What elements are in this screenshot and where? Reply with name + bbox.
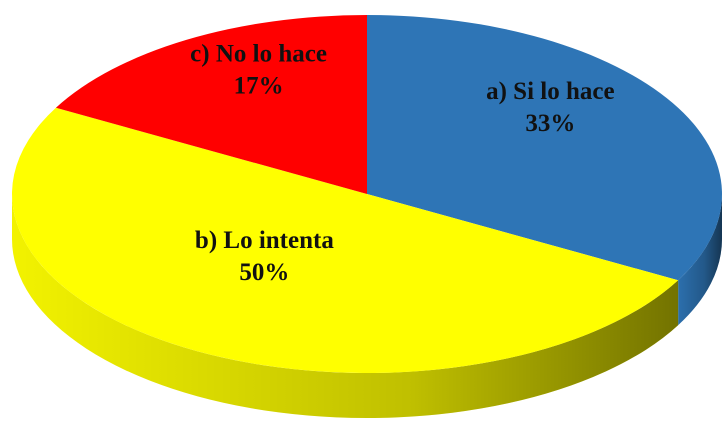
slice-side-shade — [12, 194, 679, 418]
slice — [55, 15, 367, 194]
slice — [367, 15, 722, 281]
slice — [11, 107, 679, 373]
slice-label: a) Si lo hace — [486, 78, 614, 105]
pie-tops — [11, 15, 722, 373]
slice-side-shade — [678, 194, 722, 326]
slice-label: b) Lo intenta — [195, 227, 334, 254]
slice-label: c) No lo hace — [190, 40, 327, 67]
slice-value-label: 50% — [239, 259, 289, 286]
pie-sides — [12, 194, 722, 418]
labels: a) Si lo hace 33% b) Lo intenta 50% c) No lo… — [190, 40, 614, 286]
slice-value-label: 17% — [234, 72, 284, 99]
slice-value-label: 33% — [525, 110, 575, 137]
